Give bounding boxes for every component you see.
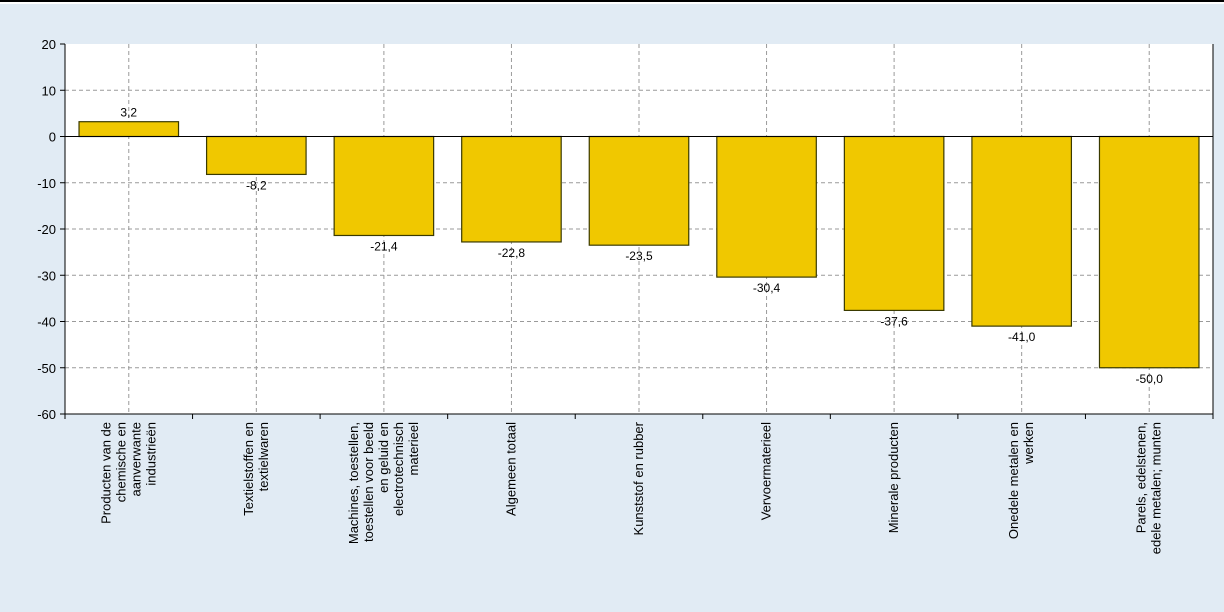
category-label-line: Algemeen totaal bbox=[503, 422, 518, 516]
category-label-line: edele metalen; munten bbox=[1149, 422, 1164, 554]
category-label-line: Minerale producten bbox=[886, 422, 901, 533]
bar bbox=[1098, 135, 1200, 369]
bar bbox=[843, 135, 945, 311]
category-label-line: Kunststof en rubber bbox=[631, 421, 646, 535]
category-label-line: textielwaren bbox=[256, 422, 271, 491]
category-label: Parels, edelstenen, edele metalen; munten bbox=[1134, 422, 1164, 554]
category-label: Kunststof en rubber bbox=[631, 421, 646, 535]
bar bbox=[716, 135, 817, 278]
category-label: Onedele metalen en werken bbox=[1006, 422, 1036, 539]
data-label: -23,5 bbox=[625, 249, 653, 263]
category-label: Vervoermaterieel bbox=[759, 422, 774, 520]
category-label: Textielstoffen en textielwaren bbox=[241, 422, 271, 516]
category-label-line: Textielstoffen en bbox=[241, 422, 256, 516]
category-label-line: Parels, edelstenen, bbox=[1134, 422, 1149, 533]
bar-chart: 20 10 0 -10 -20 -30 -40 -50 -60 3,2 Producten van … bbox=[0, 4, 1224, 612]
bars bbox=[78, 121, 1200, 369]
bar bbox=[461, 135, 562, 243]
category-label: Machines, toestellen, toestellen voor bee… bbox=[346, 422, 421, 544]
y-tick-label: 20 bbox=[42, 37, 56, 52]
bar bbox=[78, 121, 180, 138]
y-tick-label: -30 bbox=[37, 268, 56, 283]
category-label: Minerale producten bbox=[886, 422, 901, 533]
bar bbox=[588, 135, 690, 246]
category-label-line: Onedele metalen en bbox=[1006, 422, 1021, 539]
category-label-line: industrieën bbox=[143, 422, 158, 486]
category-label-line: toestellen voor beeld bbox=[361, 422, 376, 542]
data-label: -8,2 bbox=[246, 178, 267, 192]
data-label: -30,4 bbox=[753, 281, 781, 295]
data-label: -21,4 bbox=[370, 239, 398, 253]
category-label: Producten van de chemische en aanverwante i… bbox=[98, 422, 158, 524]
bar bbox=[333, 135, 435, 237]
y-tick-label: -10 bbox=[37, 176, 56, 191]
y-tick-label: -50 bbox=[37, 361, 56, 376]
category-label-line: materieel bbox=[406, 422, 421, 476]
y-tick-label: 10 bbox=[42, 83, 56, 98]
data-label: -37,6 bbox=[880, 314, 908, 328]
y-tick-label: -60 bbox=[37, 407, 56, 422]
category-label-line: en geluid en bbox=[376, 422, 391, 493]
category-label-line: Vervoermaterieel bbox=[759, 422, 774, 520]
y-tick-label: 0 bbox=[49, 130, 56, 145]
bar bbox=[205, 135, 307, 176]
category-label: Algemeen totaal bbox=[503, 422, 518, 516]
category-label-line: Machines, toestellen, bbox=[346, 422, 361, 544]
y-tick-label: -40 bbox=[37, 315, 56, 330]
category-label-line: aanverwante bbox=[128, 422, 143, 496]
y-tick-label: -20 bbox=[37, 222, 56, 237]
data-label: -22,8 bbox=[498, 246, 526, 260]
category-label-line: werken bbox=[1021, 422, 1036, 465]
data-label: -50,0 bbox=[1136, 372, 1164, 386]
axes bbox=[60, 43, 1214, 419]
data-label: -41,0 bbox=[1008, 330, 1036, 344]
bar bbox=[971, 135, 1073, 327]
category-label-line: chemische en bbox=[113, 422, 128, 502]
data-label: 3,2 bbox=[120, 106, 137, 120]
category-label-line: Producten van de bbox=[98, 422, 113, 524]
category-label-line: electrotechnisch bbox=[391, 422, 406, 516]
labels: 20 10 0 -10 -20 -30 -40 -50 -60 3,2 Producten van … bbox=[37, 37, 1164, 554]
